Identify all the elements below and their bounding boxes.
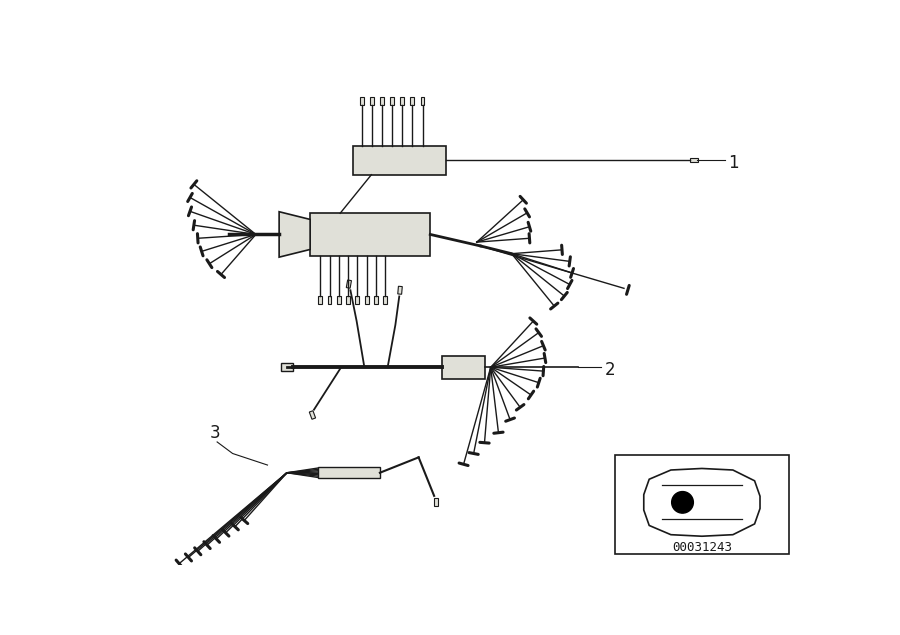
Bar (353, 145, 446, 175)
Polygon shape (420, 97, 425, 105)
Polygon shape (346, 297, 350, 304)
Bar (442, 356, 484, 379)
Polygon shape (337, 297, 341, 304)
Polygon shape (319, 297, 322, 304)
Polygon shape (328, 297, 331, 304)
Bar (310, 213, 430, 256)
Polygon shape (374, 297, 378, 304)
Polygon shape (360, 97, 364, 105)
Polygon shape (364, 297, 369, 304)
Polygon shape (400, 97, 404, 105)
Polygon shape (279, 211, 310, 257)
Polygon shape (383, 297, 387, 304)
Polygon shape (398, 286, 402, 294)
Polygon shape (644, 469, 760, 536)
Polygon shape (310, 411, 316, 419)
Text: 1: 1 (729, 154, 739, 172)
Polygon shape (356, 297, 359, 304)
Bar (281, 363, 293, 371)
Polygon shape (391, 97, 394, 105)
Polygon shape (434, 498, 437, 506)
Text: 2: 2 (605, 361, 616, 379)
Polygon shape (370, 97, 374, 105)
Text: 3: 3 (210, 424, 220, 442)
Polygon shape (346, 280, 352, 288)
Text: 00031243: 00031243 (672, 541, 732, 554)
Circle shape (671, 491, 693, 513)
Polygon shape (381, 97, 384, 105)
Polygon shape (410, 97, 414, 105)
Bar (318, 467, 380, 478)
Polygon shape (690, 158, 698, 162)
Bar (615, 455, 789, 554)
